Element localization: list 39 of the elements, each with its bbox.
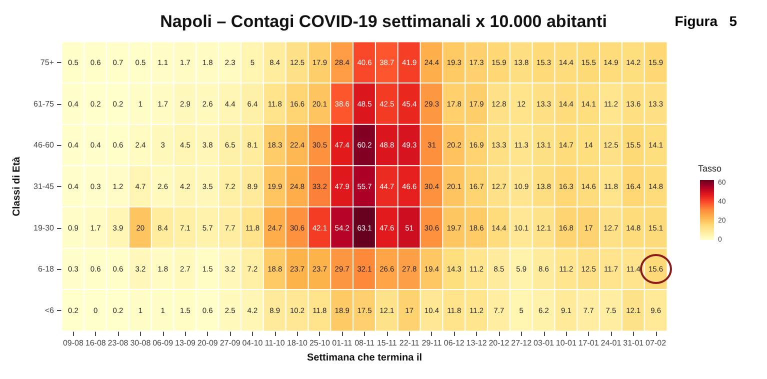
x-tick-label: 17-01 (578, 338, 600, 348)
x-tick-label: 06-09 (152, 338, 174, 348)
x-tick-label: 13-09 (175, 338, 196, 348)
x-tick-label: 27-12 (511, 338, 532, 348)
x-tick-label: 22-11 (399, 338, 420, 348)
x-tick-label: 10-01 (556, 338, 577, 348)
x-tick-label: 07-02 (646, 338, 667, 348)
x-tick-label: 25-10 (309, 338, 330, 348)
text: Figura 5 (674, 13, 738, 29)
y-tick-label: <6 (44, 306, 55, 315)
y-tick-label: 6-18 (38, 264, 55, 274)
x-tick-label: 13-12 (466, 338, 488, 348)
x-tick-label: 01-11 (332, 338, 353, 348)
x-tick-label: 20-12 (488, 338, 510, 348)
x-tick-label: 11-10 (264, 338, 286, 348)
chart-title: Napoli – Contagi COVID-19 settimanali x 10.000 abitanti (160, 12, 607, 31)
y-tick-label: 31-45 (34, 182, 55, 191)
y-axis-title: Classi di Età (12, 156, 22, 216)
x-tick-label: 31-01 (623, 338, 644, 348)
y-tick-label: 61-75 (34, 99, 55, 108)
y-tick-label: 19-30 (34, 223, 55, 232)
x-tick-label: 30-08 (130, 338, 152, 348)
y-tick-label: 46-60 (34, 140, 55, 150)
x-tick-label: 08-11 (354, 338, 375, 348)
x-tick-label: 18-10 (287, 338, 308, 348)
x-tick-label: 06-12 (444, 338, 465, 348)
x-tick-label: 29-11 (422, 338, 442, 348)
x-tick-label: 04-10 (242, 338, 264, 348)
x-tick-label: 20-09 (197, 338, 218, 348)
y-tick-label: 75+ (40, 58, 54, 68)
x-axis-title: Settimana che termina il (306, 352, 422, 364)
x-tick-label: 24-01 (600, 338, 622, 348)
x-tick-label: 27-09 (220, 338, 241, 348)
color-bar-title: Tasso (698, 164, 722, 174)
x-tick-label: 09-08 (62, 338, 84, 348)
x-tick-label: 16-08 (85, 338, 106, 348)
x-tick-label: 03-01 (534, 338, 555, 348)
x-tick-label: 15-11 (376, 338, 398, 348)
x-tick-label: 23-08 (108, 338, 129, 348)
